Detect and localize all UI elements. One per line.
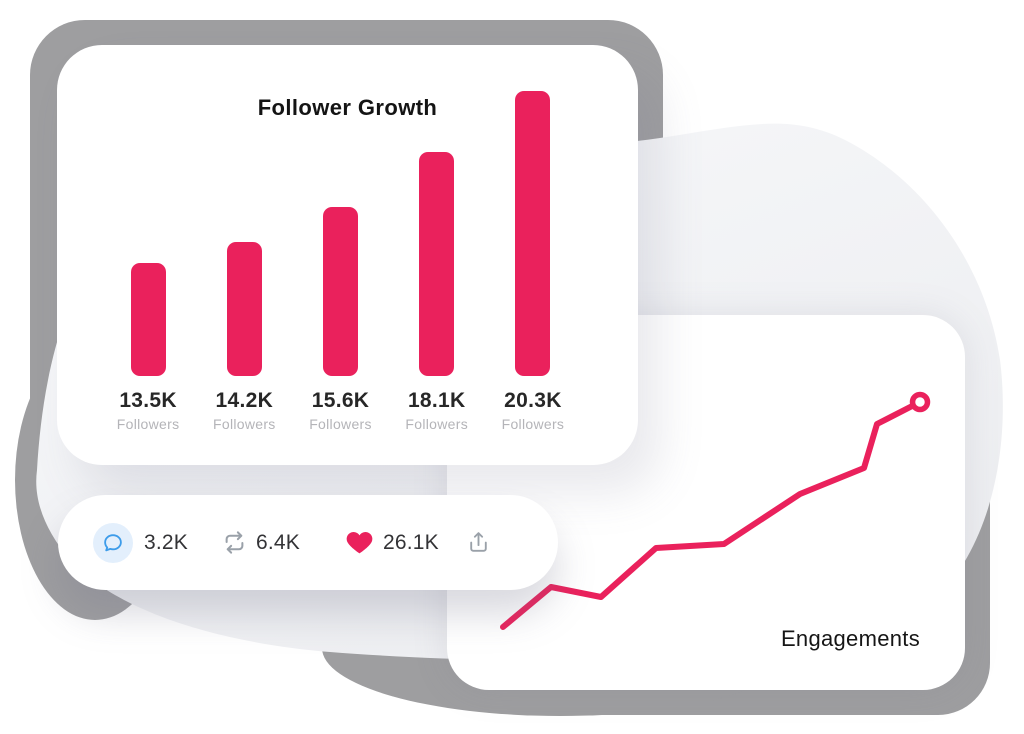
share-icon[interactable] (466, 530, 491, 555)
bar-column: 13.5K Followers (100, 262, 196, 432)
bar (130, 262, 166, 376)
reposts-count: 6.4K (256, 530, 300, 554)
bar (419, 151, 455, 376)
bar-unit-label: Followers (309, 416, 372, 432)
comment-icon[interactable] (93, 522, 133, 563)
line-end-marker (909, 391, 931, 413)
bar-unit-label: Followers (116, 416, 180, 432)
likes-stat[interactable]: 26.1K (345, 528, 439, 557)
bar (323, 206, 358, 376)
bar-value-label: 18.1K (407, 388, 466, 412)
bar (515, 90, 551, 376)
bar-chart: 13.5K Followers 14.2K Followers 15.6K Followe… (57, 90, 638, 432)
follower-growth-chart-title: Follower Growth (257, 95, 438, 120)
reposts-stat[interactable]: 6.4K (221, 529, 300, 556)
bar-column: 14.2K Followers (196, 241, 292, 432)
bar-unit-label: Followers (213, 416, 276, 432)
follower-growth-card: Follower Growth 13.5K Followers 14.2K Follo… (57, 45, 638, 465)
comments-count: 3.2K (144, 530, 188, 554)
likes-count: 26.1K (383, 530, 439, 554)
comments-stat[interactable]: 3.2K (93, 522, 188, 563)
repost-icon[interactable] (221, 529, 248, 556)
bar-value-label: 15.6K (311, 388, 370, 412)
bar-value-label: 14.2K (215, 388, 274, 412)
bar-column: 15.6K Followers (292, 206, 388, 432)
engagement-line (500, 399, 923, 630)
share-stat[interactable] (466, 530, 491, 555)
bar (226, 241, 262, 376)
bar-value-label: 13.5K (119, 388, 177, 412)
bar-value-label: 20.3K (504, 388, 562, 412)
heart-icon[interactable] (345, 528, 374, 557)
engagement-stats-bar: 3.2K 6.4K 26.1K (58, 495, 558, 590)
bar-column: 18.1K Followers (389, 151, 485, 432)
engagements-line-chart (500, 391, 931, 630)
bar-unit-label: Followers (405, 416, 469, 432)
bar-column: 20.3K Followers (485, 90, 581, 432)
engagements-chart-title: Engagements (780, 626, 920, 651)
bar-unit-label: Followers (501, 416, 565, 432)
